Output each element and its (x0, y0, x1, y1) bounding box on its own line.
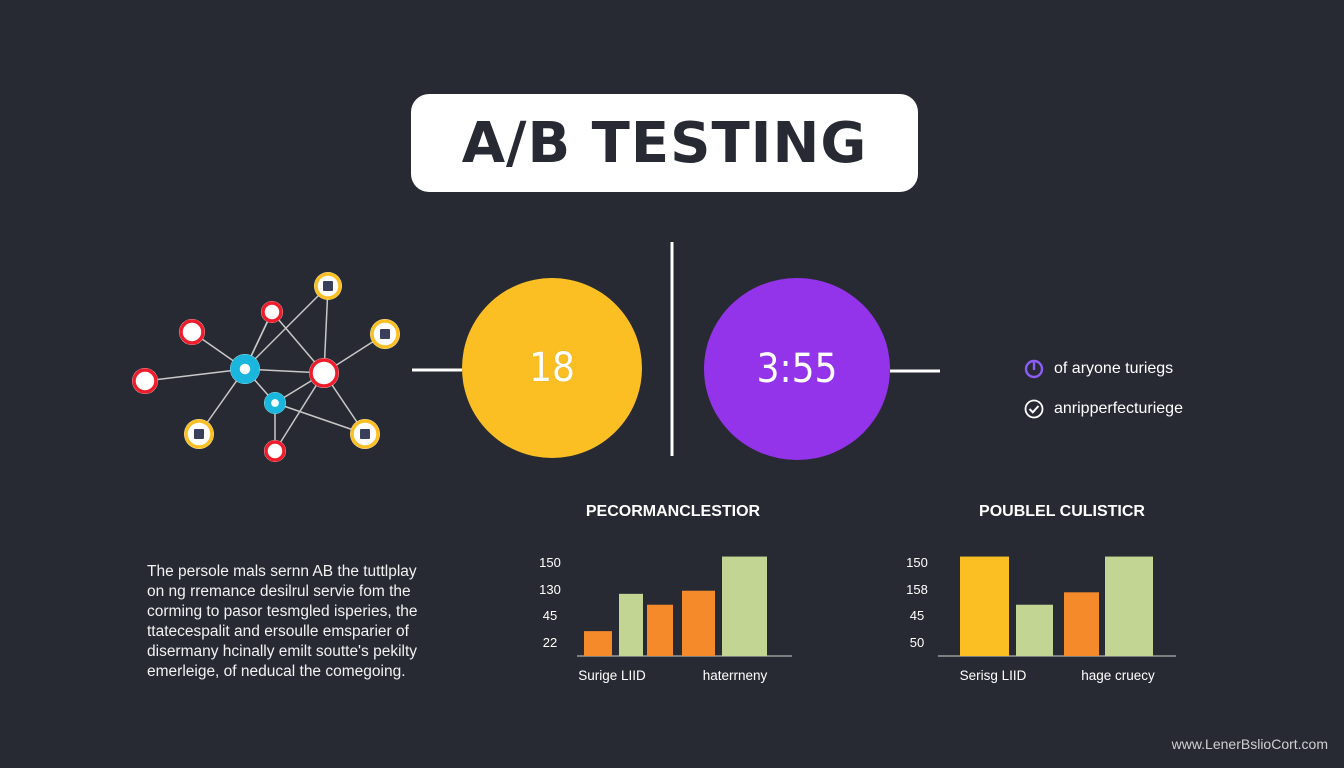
check-icon (1024, 399, 1044, 419)
y-tick-label: 45 (910, 608, 924, 623)
network-edge (144, 368, 246, 382)
page-title: A/B TESTING (461, 110, 868, 176)
variant-b-value: 3:55 (756, 346, 838, 392)
bar (619, 593, 643, 656)
bar-chart-1: 150 130 45 22 Surige LIID haterrneny (539, 555, 792, 683)
variant-b-circle: 3:55 (704, 278, 890, 460)
legend-item-2: anripperfecturiege (1024, 398, 1183, 420)
title-card: A/B TESTING (411, 94, 918, 192)
bar (722, 556, 767, 656)
network-edge (244, 285, 329, 370)
power-icon (1024, 359, 1044, 379)
y-tick-label: 150 (539, 555, 561, 570)
y-tick-label: 150 (906, 555, 928, 570)
chart-2-title: POUBLEL CULISTICR (979, 503, 1145, 520)
y-tick-label: 22 (543, 635, 557, 650)
node-icon (264, 392, 286, 414)
node-icon (370, 319, 400, 349)
y-tick-label: 45 (543, 608, 557, 623)
network-edge (274, 402, 366, 435)
category-label: haterrneny (703, 668, 768, 683)
paragraph-line: emerleige, of neducal the comegoing. (147, 663, 406, 680)
category-label: Serisg LIID (960, 668, 1027, 683)
bar (960, 556, 1009, 656)
node-icon (261, 301, 283, 323)
legend-label: of aryone turiegs (1054, 360, 1174, 377)
category-label: hage cruecy (1081, 668, 1155, 683)
hub-node-icon (230, 354, 260, 384)
paragraph-line: on ng rremance desilrul servie fom the (147, 583, 411, 600)
node-icon (132, 368, 158, 394)
y-tick-label: 50 (910, 635, 924, 650)
y-tick-label: 130 (539, 582, 561, 597)
bar (584, 631, 612, 656)
paragraph-line: disermany hcinally emilt soutte's pekilt… (147, 643, 418, 660)
y-tick-label: 158 (906, 582, 928, 597)
variant-a-value: 18 (529, 345, 575, 391)
bar-chart-2: 150 158 45 50 Serisg LIID hage cruecy (906, 555, 1176, 683)
bar (1016, 604, 1053, 656)
node-icon (314, 272, 342, 300)
description-paragraph: The persole mals sernn AB the tuttlplay … (147, 562, 467, 682)
legend-item-1: of aryone turiegs (1024, 358, 1173, 380)
chart-1-title: PECORMANCLESTIOR (585, 503, 761, 520)
bar (647, 604, 673, 656)
bar (682, 590, 715, 656)
node-icon (184, 419, 214, 449)
variant-a-circle: 18 (462, 278, 642, 458)
node-icon (264, 440, 286, 462)
paragraph-line: ttatecespalit and ersoulle emsparier of (147, 623, 409, 640)
paragraph-line: The persole mals sernn AB the tuttlplay (147, 563, 417, 580)
node-icon (179, 319, 205, 345)
bar (1064, 592, 1099, 656)
paragraph-line: corming to pasor tesmgled isperies, the (147, 603, 418, 620)
category-label: Surige LIID (578, 668, 646, 683)
legend-label: anripperfecturiege (1054, 400, 1183, 417)
watermark: www.LenerBslioCort.com (1171, 736, 1328, 752)
hub-node-icon (309, 358, 339, 388)
bar (1105, 556, 1153, 656)
node-icon (350, 419, 380, 449)
